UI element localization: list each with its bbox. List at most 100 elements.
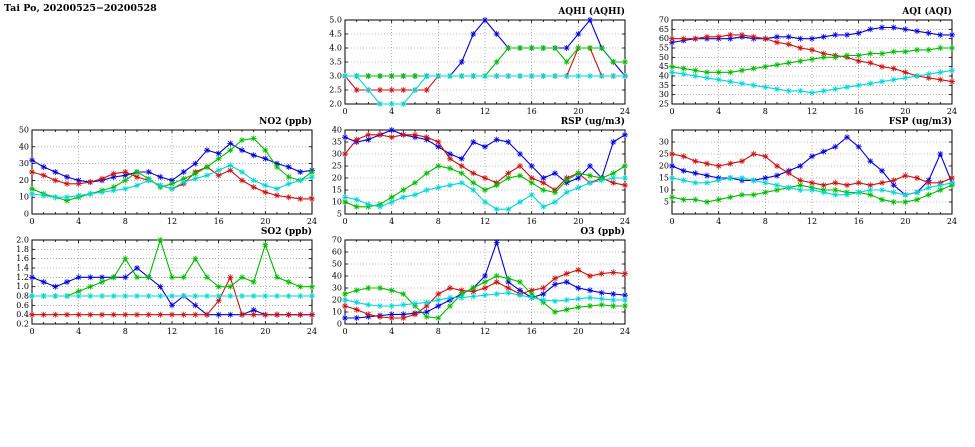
rsp-xtick-label: 0 — [342, 217, 347, 226]
rsp-ytick-label: 40 — [332, 126, 342, 135]
aqhi-xtick-label: 12 — [480, 107, 490, 116]
chart-o3-plot-area: 0 10 20 30 40 50 60 70 0 4 8 12 16 20 24 — [313, 226, 631, 340]
no2-xtick-label: 0 — [29, 217, 34, 226]
aqi-xtick-label: 24 — [947, 107, 957, 116]
rsp-xtick-label: 8 — [436, 217, 441, 226]
aqhi-plot-svg: 2.0 2.5 3.0 3.5 4.0 4.5 5.0 0 4 8 12 16 20 24 — [329, 16, 630, 117]
rsp-ytick-label: 30 — [332, 150, 342, 159]
chart-aqi-plot-area: 25 30 35 40 45 50 55 60 65 70 0 4 8 12 16 20 24 — [640, 6, 958, 120]
o3-ytick-label: 40 — [332, 272, 342, 281]
so2-xtick-label: 24 — [307, 327, 317, 336]
rsp-ytick-label: 5 — [337, 210, 342, 219]
aqi-ytick-label: 55 — [659, 44, 669, 53]
aqi-markers-red — [669, 31, 955, 85]
no2-markers-cyan — [29, 162, 315, 201]
rsp-ytick-label: 10 — [332, 198, 342, 207]
chart-o3-title: O3 (ppb) — [580, 227, 625, 237]
aqi-xtick-label: 20 — [900, 107, 910, 116]
aqhi-ytick-label: 2.5 — [329, 86, 342, 95]
o3-ytick-label: 10 — [332, 308, 342, 317]
o3-markers-green — [342, 273, 628, 321]
aqi-markers-cyan — [669, 67, 955, 96]
aqhi-markers-cyan — [342, 73, 628, 107]
no2-xtick-label: 20 — [260, 217, 270, 226]
chart-aqhi: AQHI (AQHI) 2.0 2.5 3.0 3.5 4.0 4.5 5.0 0 4 8 12 16… — [313, 6, 631, 120]
fsp-xtick-label: 0 — [669, 217, 674, 226]
aqhi-xtick-label: 16 — [527, 107, 537, 116]
rsp-ytick-label: 15 — [332, 186, 342, 195]
o3-xtick-label: 4 — [389, 327, 394, 336]
no2-line-blue — [31, 142, 313, 183]
aqi-ytick-label: 35 — [659, 81, 669, 90]
so2-xtick-label: 8 — [123, 327, 128, 336]
rsp-xtick-label: 12 — [480, 217, 490, 226]
fsp-plot-svg: 5 10 15 20 25 30 0 4 8 12 16 20 24 — [659, 129, 957, 226]
so2-ytick-label: 1.0 — [16, 282, 29, 291]
aqi-ytick-label: 50 — [659, 53, 669, 62]
so2-ytick-label: 0.6 — [16, 301, 29, 310]
rsp-ytick-label: 20 — [332, 174, 342, 183]
so2-xtick-label: 16 — [214, 327, 224, 336]
rsp-markers-red — [342, 131, 628, 193]
chart-aqi: AQI (AQI) 25 30 35 40 45 50 55 60 65 70 0 4 8 12 16 20 2… — [640, 6, 958, 120]
chart-so2-plot-area: 0.2 0.4 0.6 0.8 1.0 1.2 1.4 1.6 1.8 2.0 0 4 8 12 16 20 2… — [0, 226, 318, 340]
aqhi-ytick-label: 2.0 — [329, 100, 342, 109]
o3-xtick-label: 24 — [620, 327, 630, 336]
aqi-markers-green — [669, 45, 955, 76]
so2-ytick-label: 0.8 — [16, 292, 29, 301]
chart-aqhi-plot-area: 2.0 2.5 3.0 3.5 4.0 4.5 5.0 0 4 8 12 16 20 24 — [313, 6, 631, 120]
fsp-ytick-label: 25 — [659, 150, 669, 159]
fsp-xtick-label: 20 — [900, 217, 910, 226]
so2-ytick-label: 1.4 — [16, 264, 29, 273]
aqhi-xtick-label: 24 — [620, 107, 630, 116]
rsp-xtick-label: 4 — [389, 217, 394, 226]
no2-ytick-label: 50 — [19, 126, 29, 135]
chart-so2: SO2 (ppb) 0.2 0.4 0.6 0.8 1.0 1.2 1.4 1.6 1.8 2.0… — [0, 226, 318, 340]
aqhi-xtick-label: 0 — [342, 107, 347, 116]
aqi-ytick-label: 40 — [659, 72, 669, 81]
aqhi-ytick-label: 4.5 — [329, 30, 342, 39]
rsp-ytick-label: 25 — [332, 162, 342, 171]
aqhi-ytick-label: 3.5 — [329, 58, 342, 67]
so2-xtick-label: 4 — [76, 327, 81, 336]
aqhi-ytick-label: 4.0 — [329, 44, 342, 53]
fsp-ytick-label: 10 — [659, 186, 669, 195]
o3-markers-red — [342, 267, 628, 321]
aqi-xtick-label: 0 — [669, 107, 674, 116]
fsp-ytick-label: 30 — [659, 138, 669, 147]
o3-xtick-label: 20 — [573, 327, 583, 336]
so2-xtick-label: 20 — [260, 327, 270, 336]
so2-ytick-label: 1.6 — [16, 254, 29, 263]
o3-xtick-label: 0 — [342, 327, 347, 336]
aqhi-ytick-label: 3.0 — [329, 72, 342, 81]
so2-xtick-label: 0 — [29, 327, 34, 336]
no2-ytick-label: 40 — [19, 142, 29, 151]
so2-ytick-label: 0.2 — [16, 320, 29, 329]
no2-xtick-label: 4 — [76, 217, 81, 226]
so2-markers-red — [29, 274, 315, 318]
o3-xtick-label: 8 — [436, 327, 441, 336]
so2-markers-cyan — [29, 293, 315, 299]
rsp-xtick-label: 20 — [573, 217, 583, 226]
chart-o3: O3 (ppb) 0 10 20 30 40 50 60 70 0 4 8 12 16 20 24 — [313, 226, 631, 340]
page-title: Tai Po, 20200525−20200528 — [4, 3, 157, 14]
rsp-ytick-label: 35 — [332, 138, 342, 147]
chart-aqhi-title: AQHI (AQHI) — [558, 7, 625, 17]
o3-ytick-label: 20 — [332, 296, 342, 305]
o3-ytick-label: 50 — [332, 260, 342, 269]
rsp-xtick-label: 24 — [620, 217, 630, 226]
rsp-plot-svg: 5 10 15 20 25 30 35 40 0 4 8 12 16 20 24 — [332, 126, 630, 227]
so2-plot-svg: 0.20.40.60.81.01.21.41.61.82.0 0 4 8 12 16 20 2… — [16, 236, 317, 337]
aqi-xtick-label: 16 — [854, 107, 864, 116]
so2-ytick-label: 2.0 — [16, 236, 29, 245]
rsp-xtick-label: 16 — [527, 217, 537, 226]
chart-fsp: FSP (ug/m3) 5 10 15 20 25 30 0 4 8 12 16 20 24 — [640, 116, 958, 230]
o3-ytick-label: 60 — [332, 248, 342, 257]
aqhi-ytick-label: 5.0 — [329, 16, 342, 25]
so2-ytick-label: 1.8 — [16, 245, 29, 254]
fsp-xtick-label: 8 — [763, 217, 768, 226]
aqhi-xtick-label: 20 — [573, 107, 583, 116]
fsp-ytick-label: 20 — [659, 162, 669, 171]
aqi-ytick-label: 70 — [659, 16, 669, 25]
